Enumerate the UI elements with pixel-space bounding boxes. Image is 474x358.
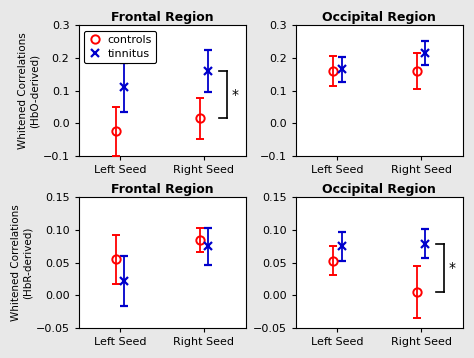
Title: Occipital Region: Occipital Region bbox=[322, 183, 436, 196]
Title: Frontal Region: Frontal Region bbox=[111, 183, 213, 196]
Y-axis label: Whitened Correlations
(HbR-derived): Whitened Correlations (HbR-derived) bbox=[11, 204, 33, 321]
Text: *: * bbox=[231, 88, 238, 102]
Legend: controls, tinnitus: controls, tinnitus bbox=[84, 31, 156, 63]
Y-axis label: Whitened Correlations
(HbO-derived): Whitened Correlations (HbO-derived) bbox=[18, 32, 40, 149]
Text: *: * bbox=[449, 261, 456, 275]
Title: Occipital Region: Occipital Region bbox=[322, 11, 436, 24]
Title: Frontal Region: Frontal Region bbox=[111, 11, 213, 24]
